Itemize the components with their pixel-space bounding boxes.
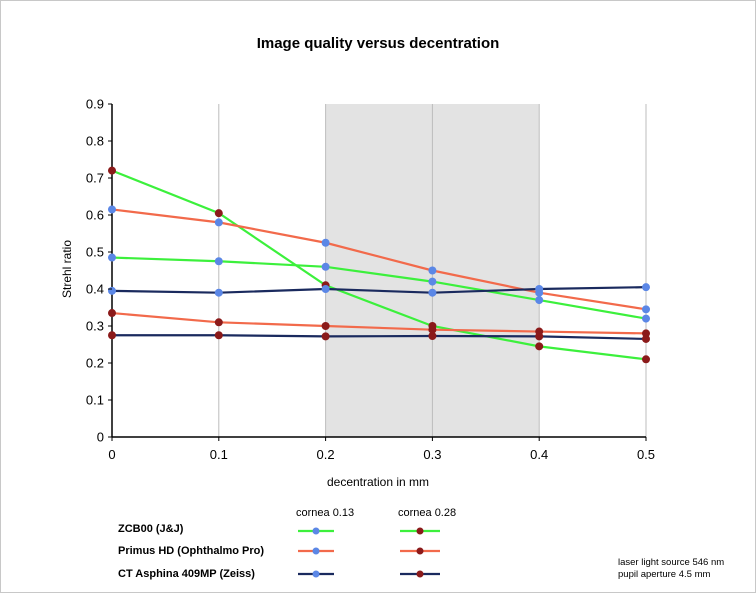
data-point [535, 285, 544, 293]
y-tick-label: 0.2 [86, 356, 104, 371]
series-line [111, 256, 647, 320]
y-axis-label: Strehl ratio [60, 240, 74, 298]
data-point [321, 332, 330, 341]
legend-swatch-marker [312, 527, 320, 535]
data-point [428, 325, 437, 334]
data-point [108, 205, 116, 214]
data-point [642, 314, 650, 323]
data-point [214, 288, 223, 297]
legend-swatch-marker [416, 527, 424, 535]
series-line [112, 334, 647, 341]
data-point [108, 309, 116, 318]
x-axis-label: decentration in mm [327, 475, 429, 489]
series-line [111, 208, 647, 311]
data-point [642, 329, 650, 338]
data-point [321, 238, 330, 247]
data-point [642, 283, 650, 292]
note-pupil-aperture: pupil aperture 4.5 mm [618, 569, 711, 580]
data-point [321, 285, 330, 293]
data-point [321, 322, 330, 330]
y-tick-label: 0.4 [86, 282, 104, 297]
y-tick-label: 0.9 [86, 97, 104, 112]
series-line [111, 169, 647, 361]
y-tick-label: 0.8 [86, 134, 104, 149]
legend-swatch-marker [312, 547, 320, 555]
series-line [111, 311, 647, 335]
legend-label-primus-hd: Primus HD (Ophthalmo Pro) [118, 545, 265, 557]
data-point [214, 331, 223, 340]
data-point [108, 253, 116, 262]
data-point [214, 257, 223, 266]
y-tick-label: 0.6 [86, 208, 104, 223]
data-point [535, 296, 544, 305]
y-tick-label: 0.3 [86, 319, 104, 334]
chart-title: Image quality versus decentration [256, 35, 500, 52]
data-point [214, 218, 223, 227]
x-tick-label: 0 [108, 447, 115, 462]
data-point [321, 262, 330, 271]
series-line [111, 286, 647, 294]
data-point [108, 166, 116, 175]
y-tick-label: 0.7 [86, 171, 104, 186]
note-laser-source: laser light source 546 nm [618, 557, 725, 568]
legend-swatch-marker [416, 570, 424, 578]
x-tick-label: 0.4 [530, 447, 548, 462]
legend-label-ct-asphina: CT Asphina 409MP (Zeiss) [118, 568, 255, 580]
legend-header-cornea-028: cornea 0.28 [398, 507, 457, 519]
data-point [214, 318, 223, 327]
legend-header-cornea-013: cornea 0.13 [296, 507, 355, 519]
data-point [428, 277, 437, 286]
x-tick-label: 0.2 [317, 447, 335, 462]
legend-swatch-marker [312, 570, 320, 578]
y-tick-label: 0 [97, 430, 104, 445]
data-point [428, 288, 437, 297]
data-point [642, 334, 650, 343]
y-tick-label: 0.1 [86, 393, 104, 408]
x-tick-label: 0.5 [637, 447, 655, 462]
data-point [535, 342, 544, 351]
data-point [214, 209, 223, 218]
data-point [108, 331, 116, 340]
x-tick-label: 0.3 [423, 447, 441, 462]
data-point [642, 305, 650, 314]
data-point [642, 355, 650, 364]
legend-swatch-marker [416, 547, 424, 555]
data-point [428, 331, 437, 340]
data-point [108, 286, 116, 295]
x-tick-label: 0.1 [210, 447, 228, 462]
data-point [535, 332, 544, 341]
data-point [428, 266, 437, 275]
y-tick-label: 0.5 [86, 245, 104, 260]
legend-label-zcb00: ZCB00 (J&J) [118, 523, 184, 535]
